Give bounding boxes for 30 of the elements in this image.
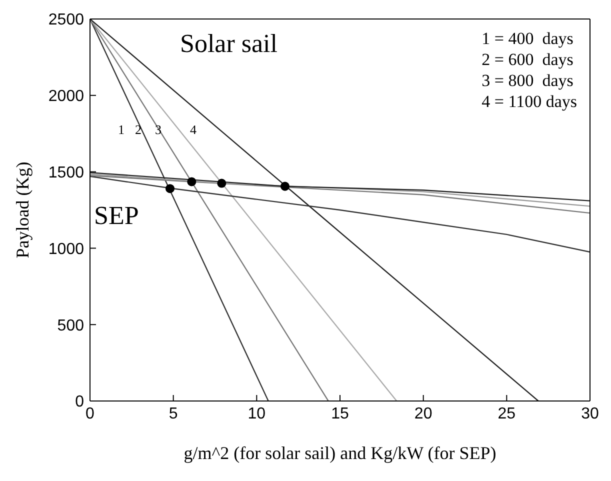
x-tick-label: 30 (581, 405, 599, 422)
annotation: 1 (118, 122, 124, 138)
line-series (90, 173, 590, 207)
point (217, 178, 226, 188)
annotation: 4 (190, 122, 196, 138)
point (280, 182, 290, 191)
x-tick-label: 10 (248, 405, 266, 422)
annotation: Solar sail (180, 28, 278, 60)
annotation: 2 = 600 days (482, 49, 574, 70)
annotation: 4 = 1100 days (482, 91, 577, 112)
x-tick-label: 20 (414, 405, 432, 422)
annotation: SEP (94, 200, 139, 232)
point (187, 177, 196, 186)
x-axis-title: g/m^2 (for solar sail) and Kg/kW (for SEP) (184, 443, 496, 463)
point (165, 184, 175, 194)
x-tick-label: 5 (168, 405, 178, 422)
y-tick-label: 1500 (48, 164, 84, 182)
y-axis-title: Payload (Kg) (12, 162, 32, 258)
y-tick-label: 2500 (48, 12, 84, 29)
line-series (90, 176, 590, 253)
y-tick-label: 1000 (48, 240, 84, 258)
annotation: 3 (155, 122, 162, 138)
x-tick-label: 15 (331, 405, 349, 422)
x-tick-label: 25 (498, 405, 516, 422)
annotation: 2 (135, 122, 142, 138)
y-tick-label: 2000 (48, 88, 84, 106)
annotation: 3 = 800 days (482, 70, 574, 91)
annotation: 1 = 400 days (482, 28, 574, 49)
y-tick-label: 500 (57, 317, 84, 334)
y-tick-label: 0 (75, 394, 84, 411)
